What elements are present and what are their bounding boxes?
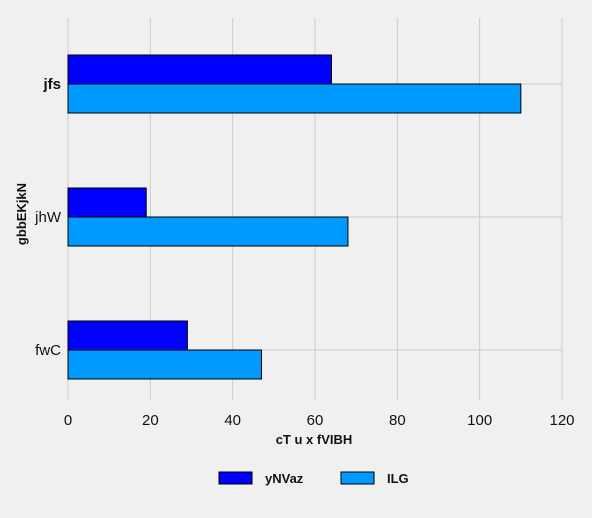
legend: yNVaz ILG (218, 471, 409, 486)
y-tick-label: fwC (35, 342, 61, 359)
x-axis-ticks: 0 20 40 60 80 100 120 (64, 412, 575, 429)
legend-swatch-ILG (340, 471, 375, 485)
bar-ILG-fwC (67, 349, 262, 380)
x-tick-label: 20 (142, 412, 159, 429)
bar-ILG-jfs (67, 83, 522, 114)
bar-ILG-jhW (67, 216, 349, 247)
y-axis-ticks: fwC jhW jfs (34, 76, 62, 359)
bar-yNVaz-jhW (67, 187, 147, 218)
bars (67, 54, 522, 380)
bar-yNVaz-fwC (67, 320, 188, 351)
legend-swatch-yNVaz (218, 471, 253, 485)
x-tick-label: 120 (549, 412, 574, 429)
x-axis-title: cT u x fVIBH (276, 432, 353, 447)
x-tick-label: 40 (224, 412, 241, 429)
y-tick-label: jfs (42, 76, 61, 93)
legend-label-yNVaz: yNVaz (265, 471, 304, 486)
y-tick-label: jhW (34, 209, 62, 226)
x-tick-label: 0 (64, 412, 72, 429)
x-tick-label: 60 (307, 412, 324, 429)
x-tick-label: 100 (467, 412, 492, 429)
legend-label-ILG: ILG (387, 471, 409, 486)
bar-yNVaz-jfs (67, 54, 332, 85)
x-tick-label: 80 (389, 412, 406, 429)
y-axis-title: gbbEKjkN (14, 183, 29, 245)
